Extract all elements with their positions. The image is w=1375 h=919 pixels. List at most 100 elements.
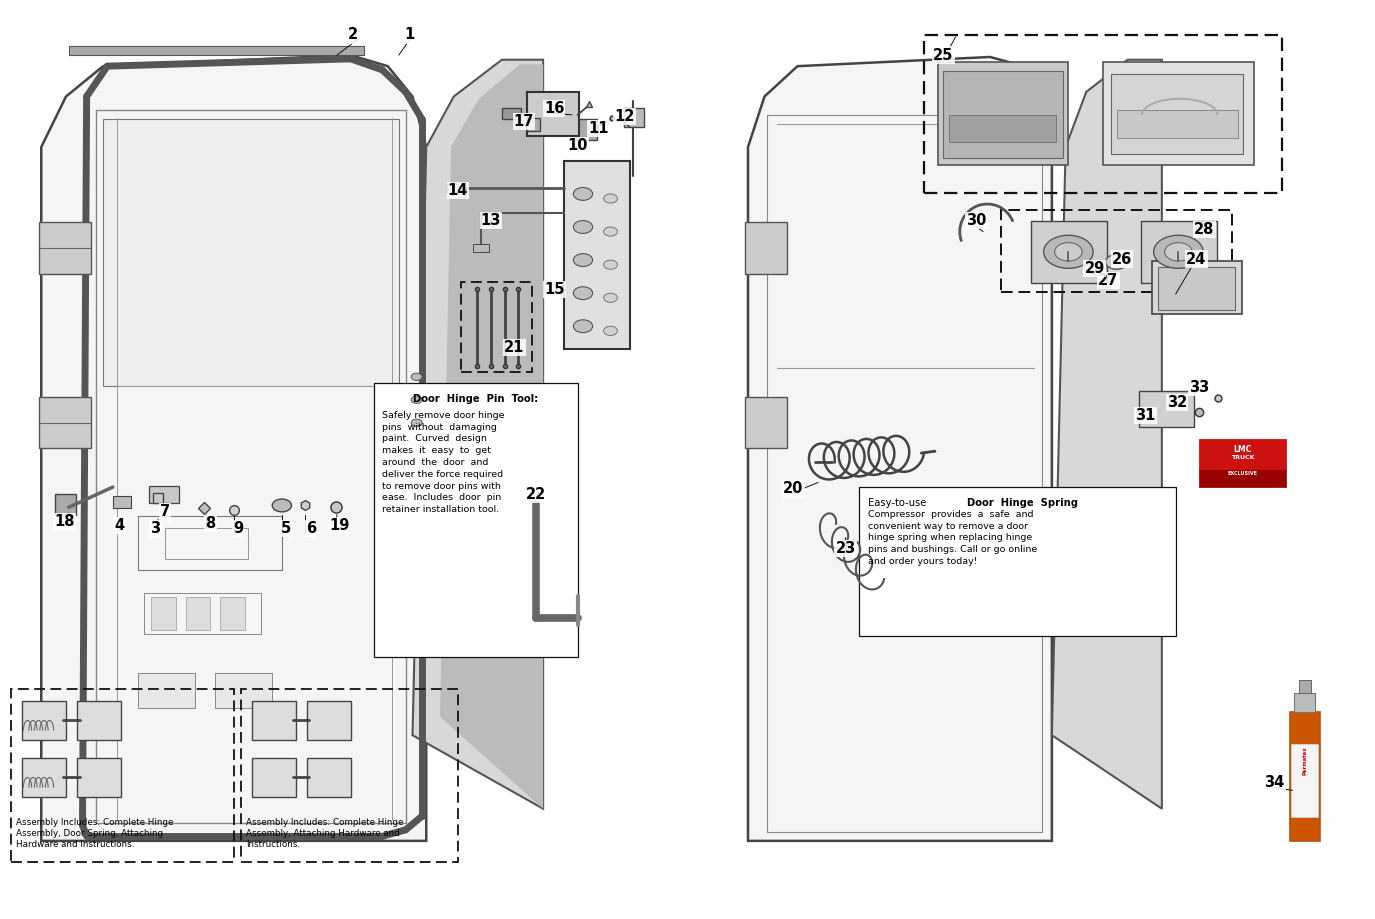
Bar: [55, 494, 76, 515]
Bar: [924, 35, 1282, 193]
Text: 7: 7: [160, 505, 170, 519]
Bar: [745, 397, 786, 448]
Text: 4: 4: [114, 518, 125, 533]
Text: 26: 26: [1112, 252, 1132, 267]
Text: 5: 5: [280, 521, 292, 536]
Text: Safely remove door hinge
pins  without  damaging
paint.  Curved  design
makes  i: Safely remove door hinge pins without da…: [382, 411, 505, 515]
Bar: [1158, 267, 1235, 310]
Bar: [307, 701, 351, 740]
Polygon shape: [103, 119, 399, 386]
Bar: [1031, 221, 1107, 283]
Bar: [77, 701, 121, 740]
Text: 24: 24: [1187, 252, 1206, 267]
Text: 32: 32: [1167, 395, 1187, 410]
Text: 1: 1: [404, 28, 415, 42]
Bar: [473, 244, 489, 252]
Bar: [1141, 221, 1217, 283]
Circle shape: [331, 505, 340, 510]
Circle shape: [604, 227, 617, 236]
Text: 23: 23: [836, 541, 855, 556]
Text: 29: 29: [1085, 261, 1104, 276]
Circle shape: [1085, 263, 1101, 274]
Circle shape: [573, 287, 593, 300]
Text: Door  Hinge  Pin  Tool:: Door Hinge Pin Tool:: [412, 394, 539, 404]
Text: 21: 21: [505, 340, 524, 355]
Text: 18: 18: [55, 515, 74, 529]
Bar: [38, 397, 91, 448]
Text: Assembly Includes: Complete Hinge
Assembly, Door Spring, Attaching
Hardware and : Assembly Includes: Complete Hinge Assemb…: [16, 818, 173, 849]
Circle shape: [1165, 243, 1192, 261]
Bar: [165, 528, 248, 559]
Text: 22: 22: [527, 487, 546, 502]
Bar: [1294, 693, 1316, 712]
Bar: [69, 46, 364, 55]
Bar: [38, 222, 91, 274]
Text: Compressor  provides  a  safe  and
convenient way to remove a door
hinge spring : Compressor provides a safe and convenien…: [868, 498, 1037, 566]
Circle shape: [411, 419, 422, 426]
Circle shape: [1154, 235, 1203, 268]
Circle shape: [411, 373, 422, 380]
Bar: [138, 516, 282, 570]
Circle shape: [604, 260, 617, 269]
Bar: [1138, 391, 1194, 427]
Bar: [1199, 471, 1286, 487]
Bar: [564, 161, 630, 349]
Text: TRUCK: TRUCK: [1231, 455, 1254, 460]
Bar: [113, 496, 131, 508]
Circle shape: [573, 221, 593, 233]
Text: 9: 9: [232, 521, 243, 536]
Circle shape: [573, 187, 593, 200]
Text: LMC: LMC: [1233, 445, 1251, 454]
Circle shape: [573, 320, 593, 333]
Bar: [1103, 62, 1254, 165]
Bar: [186, 597, 210, 630]
Bar: [859, 487, 1176, 636]
Circle shape: [272, 499, 292, 512]
Bar: [1199, 439, 1286, 471]
Circle shape: [1106, 255, 1127, 269]
Circle shape: [1055, 243, 1082, 261]
Polygon shape: [412, 60, 543, 809]
Bar: [1111, 74, 1243, 154]
Text: 20: 20: [784, 482, 803, 496]
Circle shape: [604, 326, 617, 335]
Bar: [220, 597, 245, 630]
Text: 19: 19: [330, 518, 349, 533]
Bar: [252, 701, 296, 740]
Text: 17: 17: [514, 114, 534, 129]
Text: 31: 31: [1136, 408, 1155, 423]
Text: 27: 27: [1099, 273, 1118, 288]
Text: 10: 10: [568, 138, 587, 153]
Bar: [77, 758, 121, 797]
Circle shape: [604, 293, 617, 302]
Text: 30: 30: [967, 213, 986, 228]
Bar: [148, 486, 179, 503]
Text: 14: 14: [448, 183, 468, 198]
Polygon shape: [748, 57, 1052, 841]
Bar: [527, 118, 540, 131]
Text: 15: 15: [544, 282, 564, 297]
Bar: [1116, 110, 1238, 138]
Text: 28: 28: [1195, 222, 1214, 237]
Bar: [1001, 210, 1232, 292]
Bar: [151, 597, 176, 630]
Bar: [949, 115, 1056, 142]
Text: 33: 33: [1189, 380, 1209, 395]
Text: 8: 8: [205, 516, 216, 531]
Bar: [575, 119, 597, 140]
Bar: [307, 758, 351, 797]
Text: 25: 25: [934, 48, 953, 62]
Text: 3: 3: [150, 521, 161, 536]
Bar: [745, 222, 786, 274]
Text: 12: 12: [615, 109, 634, 124]
Bar: [624, 108, 644, 127]
Polygon shape: [41, 55, 426, 841]
Bar: [527, 92, 579, 136]
Text: 11: 11: [588, 121, 608, 136]
Bar: [138, 673, 195, 708]
Polygon shape: [1052, 60, 1162, 809]
Bar: [214, 673, 272, 708]
Bar: [1152, 261, 1242, 314]
Text: 13: 13: [481, 213, 500, 228]
Bar: [22, 758, 66, 797]
